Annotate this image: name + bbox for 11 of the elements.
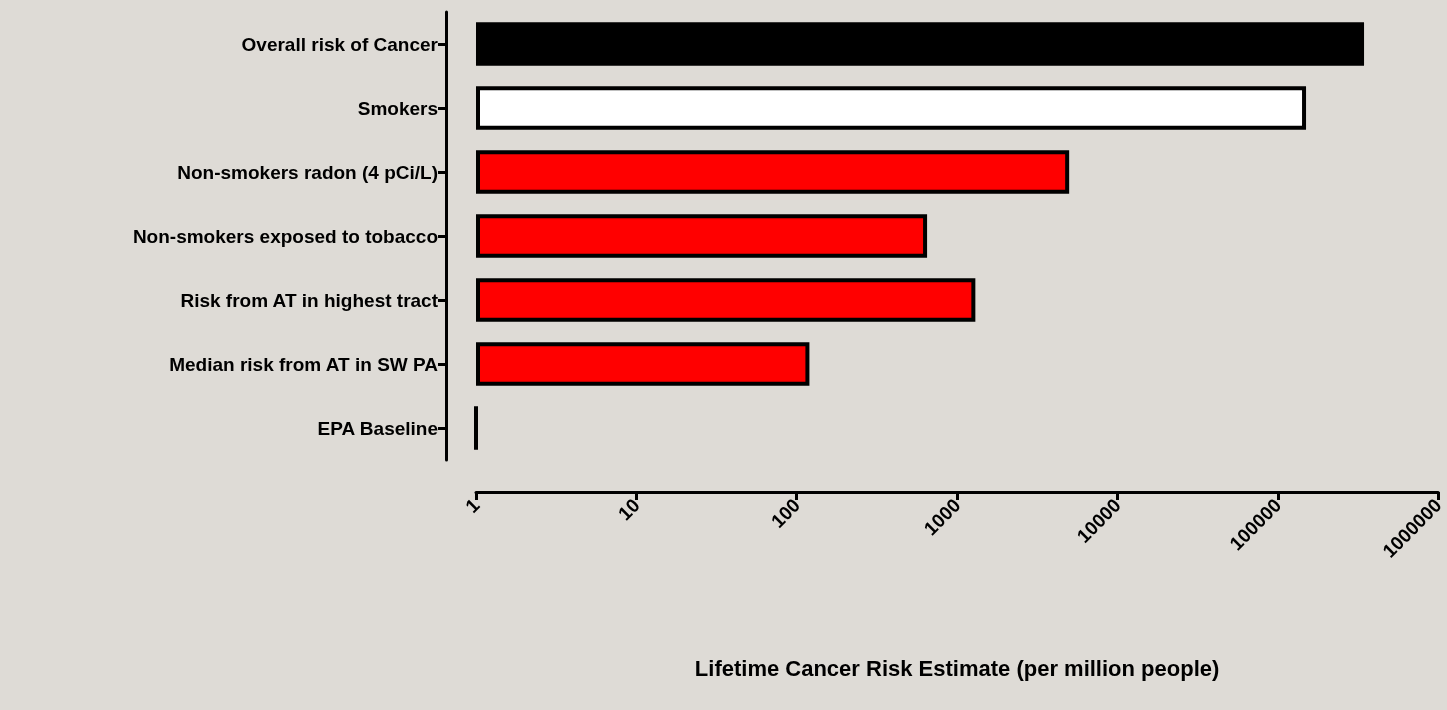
y-tick-label: Median risk from AT in SW PA [169,353,439,375]
y-tick-label: Smokers [357,97,438,119]
x-tick-label: 1 [461,494,484,517]
y-tick-label: Risk from AT in highest tract [180,289,439,311]
y-tick-label: Non-smokers radon (4 pCi/L) [177,161,438,183]
x-axis-title: Lifetime Cancer Risk Estimate (per million people) [694,655,1220,681]
y-tick-label: Overall risk of Cancer [241,33,439,55]
x-tick-label: 10 [614,494,644,525]
y-tick-label: Non-smokers exposed to tobacco [132,225,438,247]
x-tick-label: 100 [766,494,805,532]
y-tick-label: EPA Baseline [317,417,438,439]
